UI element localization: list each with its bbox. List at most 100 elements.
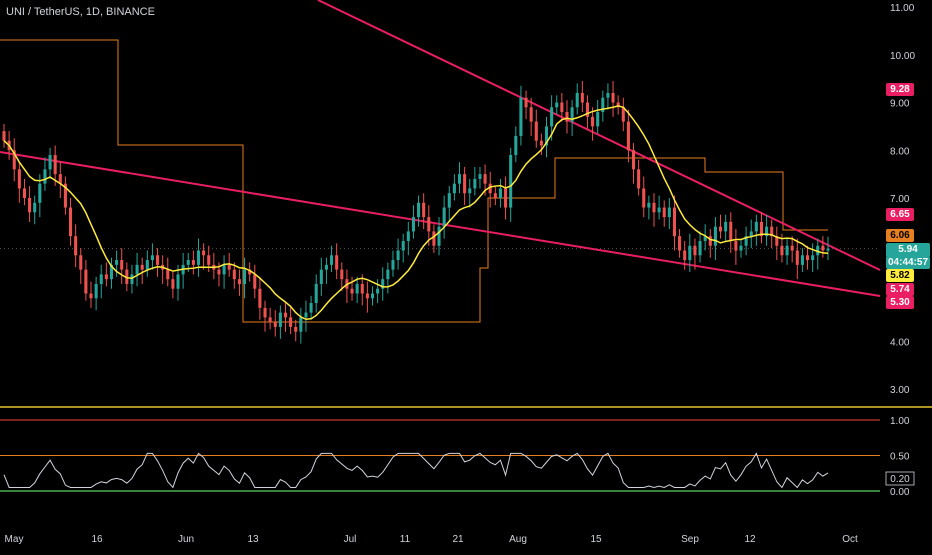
candle (48, 155, 52, 170)
candle (457, 174, 462, 184)
candle (734, 240, 738, 251)
candle (324, 264, 328, 270)
candle (544, 126, 549, 146)
time-tick: Aug (509, 534, 527, 545)
candle (53, 155, 57, 175)
candle (391, 260, 395, 270)
candle (534, 121, 538, 141)
candle (560, 102, 564, 113)
price-tick: 9.00 (890, 99, 910, 110)
candle (253, 274, 257, 289)
lower-trendline-label: 5.74 (886, 283, 914, 296)
candle (442, 207, 446, 227)
candle (258, 288, 262, 308)
price-tick: 3.00 (890, 385, 910, 396)
candle (386, 269, 390, 280)
time-tick: Oct (842, 534, 858, 545)
candle (156, 255, 160, 265)
candle (63, 183, 67, 208)
candle (335, 255, 339, 270)
candle (591, 116, 595, 127)
candle (672, 207, 676, 237)
candle (452, 183, 456, 194)
candle (58, 174, 62, 184)
high-price-label: 9.28 (886, 83, 914, 96)
candle (498, 188, 502, 198)
low-label: 5.30 (886, 296, 914, 309)
candle (539, 140, 543, 146)
candle (662, 207, 666, 218)
candle (667, 207, 671, 218)
candle (713, 226, 717, 246)
candle (135, 264, 139, 275)
candle (314, 283, 318, 304)
time-tick: 16 (91, 534, 103, 545)
candle (140, 264, 144, 270)
candle (805, 255, 810, 261)
candle (115, 260, 119, 265)
candle (555, 102, 559, 108)
price-tick: 7.00 (890, 194, 910, 205)
candle (580, 92, 584, 103)
candle (642, 188, 646, 208)
candle (585, 102, 589, 117)
orange-level-label: 6.06 (886, 229, 914, 242)
candle (775, 236, 779, 246)
candle (202, 250, 206, 256)
orange-step-line (0, 39, 828, 323)
price-tick: 4.00 (890, 337, 910, 348)
candle (509, 155, 513, 208)
candle (273, 322, 277, 327)
candle (744, 236, 748, 246)
candle (601, 97, 605, 113)
candle (237, 279, 241, 284)
candle (171, 279, 175, 289)
sma-line (3, 105, 829, 321)
candle (2, 131, 6, 141)
candle (84, 269, 88, 294)
candle (43, 169, 47, 184)
candle (406, 231, 410, 241)
upper-trendline (317, 0, 881, 271)
candle (565, 112, 569, 122)
time-tick: Jun (178, 534, 194, 545)
candle (488, 183, 492, 194)
candle (657, 207, 661, 213)
candle (698, 240, 702, 256)
candle (683, 250, 687, 261)
candle (504, 188, 508, 208)
candle (376, 288, 380, 294)
candle (89, 293, 93, 299)
candle (176, 274, 180, 289)
candle (703, 236, 707, 241)
candle (816, 245, 820, 256)
candle (248, 269, 252, 275)
candle (693, 245, 697, 256)
candle (463, 174, 467, 194)
candle (688, 245, 692, 261)
candle (417, 202, 421, 218)
candle (724, 221, 728, 232)
candle (74, 236, 78, 256)
time-tick: Sep (681, 534, 699, 545)
candle (217, 269, 221, 275)
candle (718, 226, 723, 232)
candle (616, 102, 620, 108)
candle (319, 269, 323, 284)
candle (411, 217, 415, 232)
candle (478, 174, 482, 179)
candle (340, 269, 344, 280)
candle (795, 250, 799, 265)
price-tick: 11.00 (890, 3, 915, 14)
candle (437, 226, 441, 246)
indicator-tick: 1.00 (890, 416, 910, 427)
candle (145, 260, 149, 270)
last-price-label: 5.94 (886, 243, 930, 257)
candle (754, 221, 758, 232)
candle (765, 226, 769, 237)
candle (360, 283, 364, 294)
candle (652, 202, 656, 213)
candle (483, 174, 487, 184)
